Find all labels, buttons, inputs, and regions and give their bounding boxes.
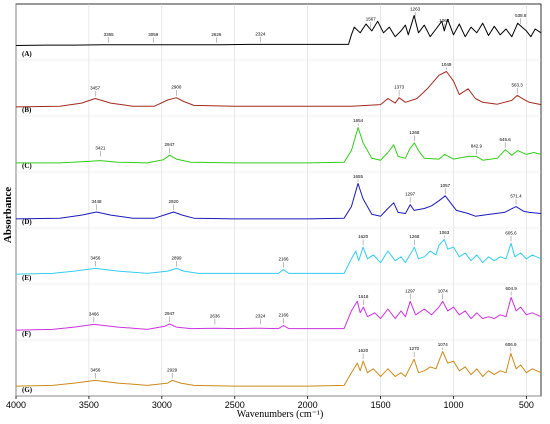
peak-label: 1567 — [366, 17, 377, 22]
peak-label: 1268 — [409, 130, 420, 135]
peak-label: 3456 — [90, 367, 101, 372]
peak-label: 2899 — [172, 255, 183, 260]
peak-label: 2900 — [171, 85, 182, 90]
peak-label: 2626 — [211, 32, 222, 37]
peak-label: 645.6 — [500, 137, 512, 142]
x-tick-label: 4000 — [6, 400, 26, 410]
peak-label: 3456 — [90, 255, 101, 260]
peak-label: 1297 — [405, 288, 416, 293]
peak-label: 3421 — [95, 145, 106, 150]
spectrum-trace — [16, 127, 542, 164]
peak-label: 2636 — [210, 313, 221, 318]
spectrum-trace — [15, 15, 542, 46]
peak-label: 2324 — [255, 313, 266, 318]
x-tick-label: 3000 — [152, 400, 172, 410]
peak-label: 1620 — [358, 234, 369, 239]
peak-label: 3365 — [104, 32, 115, 37]
peak-label: 563.3 — [512, 82, 524, 87]
peak-label: 2166 — [278, 257, 289, 262]
peak-label: 3457 — [90, 85, 101, 90]
peak-label: 3448 — [91, 199, 102, 204]
peak-label: 1057 — [440, 183, 451, 188]
peak-label: 2929 — [167, 367, 178, 372]
spectrum-trace — [15, 351, 542, 387]
peak-label: 1074 — [438, 342, 449, 347]
peak-label: 604.9 — [505, 286, 517, 291]
x-tick-label: 500 — [519, 400, 534, 410]
peak-label: 1618 — [358, 294, 369, 299]
peak-label: 606.9 — [505, 342, 517, 347]
x-tick-label: 3500 — [79, 400, 99, 410]
peak-label: 2920 — [168, 199, 179, 204]
peak-label: 1654 — [353, 118, 364, 123]
peak-label: 571.4 — [510, 194, 522, 199]
peak-label: 842.9 — [471, 143, 483, 148]
peak-label: 1063 — [439, 230, 450, 235]
trace-label: (B) — [22, 106, 32, 114]
x-tick-label: 2000 — [298, 400, 318, 410]
peak-label: 1063 — [439, 18, 450, 23]
peak-label: 1297 — [405, 192, 416, 197]
peak-label: 3059 — [148, 32, 159, 37]
peak-label: 1655 — [353, 174, 364, 179]
x-axis: 4000 3500 3000 2500 2000 1500 1000 500 — [6, 396, 534, 410]
peak-label: 2324 — [255, 31, 266, 36]
peak-label: 538.8 — [515, 13, 527, 18]
x-tick-label: 1500 — [371, 400, 391, 410]
trace-label: (E) — [22, 274, 32, 282]
peak-label: 2166 — [278, 313, 289, 318]
peak-label: 1049 — [441, 62, 452, 67]
trace-label: (G) — [22, 386, 33, 394]
peak-label: 1270 — [409, 346, 420, 351]
peak-label: 1074 — [438, 288, 449, 293]
peak-label: 1268 — [409, 234, 420, 239]
peak-label: 1373 — [394, 85, 405, 90]
spectrum-trace — [15, 296, 542, 331]
peak-label: 3466 — [89, 311, 100, 316]
peak-label: 1620 — [358, 348, 369, 353]
spectrum-trace — [15, 239, 542, 275]
y-axis-title: Absorbance — [2, 187, 14, 243]
peak-label: 2947 — [165, 311, 176, 316]
spectrum-trace — [15, 183, 542, 220]
trace-label: (F) — [22, 330, 32, 338]
peak-label: 1263 — [410, 7, 421, 12]
x-tick-label: 1000 — [443, 400, 463, 410]
x-tick-label: 2500 — [225, 400, 245, 410]
traces-layer: (A) 3365 3059 2626 2324 1567 1263 1063 538.8 (B) 3… — [15, 7, 542, 394]
grid-layer — [15, 3, 542, 397]
trace-label: (C) — [22, 162, 32, 170]
peak-label: 2947 — [165, 142, 176, 147]
x-axis-title: Wavenumbers (cm⁻¹) — [237, 409, 324, 420]
trace-label: (D) — [22, 218, 32, 226]
spectrum-trace — [15, 71, 542, 108]
peak-label: 605.6 — [505, 230, 517, 235]
trace-label: (A) — [22, 50, 32, 58]
